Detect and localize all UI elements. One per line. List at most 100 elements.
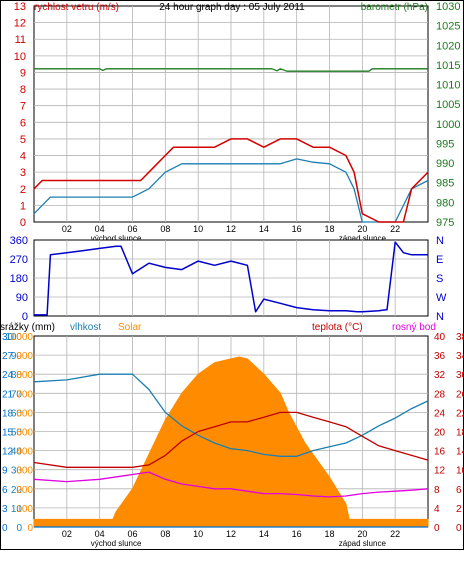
temp-y-tick-2: 0 [456,523,462,534]
rain-y-tick: 24 [2,370,14,381]
wind-y-tick: 8 [20,84,26,96]
temp-y-tick-2: 6 [456,485,462,496]
wind-average-line [33,158,429,223]
baro-y-tick: 975 [436,217,454,229]
wind-y-tick: 4 [20,151,26,163]
wind-y-tick: 2 [20,184,26,196]
env-x-tick: 06 [127,529,137,539]
humidity-y-tick: 70 [11,389,23,400]
wind-y-tick: 6 [20,117,26,129]
wind-y-tick: 9 [20,67,26,79]
baro-y-tick: 1025 [436,21,460,33]
wind-y-tick: 10 [14,51,26,63]
temp-y-tick-2: 34 [456,351,464,362]
barometer-line [34,68,428,72]
solar-y-tick: 0 [27,523,33,534]
wind-x-tick: 14 [259,224,269,234]
baro-y-tick: 1010 [436,80,460,92]
humidity-y-tick: 80 [11,370,23,381]
temp-y-tick: 36 [434,351,446,362]
temp-y-tick: 4 [434,504,440,515]
baro-y-tick: 995 [436,138,454,150]
baro-y-tick: 980 [436,197,454,209]
baro-y-tick: 990 [436,158,454,170]
temp-y-tick: 8 [434,485,440,496]
humidity-y-tick: 60 [11,408,23,419]
humidity-y-tick: 20 [11,485,23,496]
legend-dew-point: rosný bod [392,322,436,333]
baro-y-tick: 1030 [436,1,460,13]
env-x-tick: 20 [357,529,367,539]
solar-y-tick: 600 [16,408,33,419]
temp-y-tick-2: 30 [456,370,464,381]
temp-y-tick: 32 [434,370,446,381]
dir-letter: N [436,311,444,323]
temp-y-tick-2: 10 [456,466,464,477]
wind-x-tick: 02 [62,224,72,234]
wind-y-tick: 13 [14,1,26,13]
solar-y-tick: 300 [16,466,33,477]
env-sunrise-label: východ slunce [91,539,142,548]
temp-y-tick-2: 22 [456,408,464,419]
wind-sunset-label: západ slunce [339,234,387,243]
solar-y-tick: 400 [16,447,33,458]
chart-title: 24 hour graph day : 05 July 2011 [159,2,305,13]
wind-x-tick: 04 [95,224,105,234]
wind-direction-line [34,241,428,316]
rain-y-tick: 27 [2,351,14,362]
rain-y-tick: 30 [2,332,14,343]
wind-x-tick: 16 [292,224,302,234]
temp-y-tick: 40 [434,332,446,343]
baro-y-tick: 985 [436,178,454,190]
humidity-y-tick: 0 [16,523,22,534]
rain-y-tick: 0 [2,523,8,534]
dir-y-tick: 360 [10,235,28,247]
baro-y-tick: 1000 [436,119,460,131]
humidity-y-tick: 10 [11,504,23,515]
humidity-line [33,373,429,457]
temp-y-tick: 28 [434,389,446,400]
wind-y-tick: 0 [20,217,26,229]
wind-y-tick: 12 [14,18,26,30]
wind-x-tick: 22 [390,224,400,234]
dew-point-line [33,471,429,498]
wind-speed-line [33,138,429,223]
baro-y-tick: 1005 [436,99,460,111]
solar-y-tick: 1000 [11,332,34,343]
env-x-tick: 22 [390,529,400,539]
wind-x-tick: 06 [127,224,137,234]
temp-y-tick: 0 [434,523,440,534]
temp-y-tick-2: 18 [456,428,464,439]
temp-y-tick-2: 14 [456,447,464,458]
env-x-tick: 02 [62,529,72,539]
wind-x-tick: 12 [226,224,236,234]
dir-y-tick: 90 [16,292,28,304]
env-x-tick: 04 [95,529,105,539]
rain-y-tick: 3 [2,504,8,515]
legend-rain: srážky (mm) [0,322,55,333]
env-x-tick: 08 [160,529,170,539]
temp-y-tick: 20 [434,428,446,439]
dir-letter: W [436,292,447,304]
solar-y-tick: 500 [16,428,33,439]
dir-letter: S [436,273,443,285]
wind-x-tick: 08 [160,224,170,234]
wind-x-tick: 20 [357,224,367,234]
dir-letter: N [436,235,444,247]
dir-letter: E [436,254,443,266]
baro-y-tick: 1020 [436,40,460,52]
temperature-line [33,411,429,468]
baro-axis-label: barometr (hPa) [361,2,428,13]
rain-y-tick: 15 [2,428,14,439]
legend-temperature: teplota (°C) [312,322,363,333]
baro-y-tick: 1015 [436,60,460,72]
wind-y-tick: 11 [15,34,26,46]
env-x-tick: 12 [226,529,236,539]
humidity-y-tick: 40 [11,447,23,458]
wind-y-tick: 3 [20,167,26,179]
temp-y-tick: 16 [434,447,446,458]
dir-y-tick: 270 [10,254,28,266]
humidity-y-tick: 30 [11,466,23,477]
env-sunset-label: západ slunce [339,539,387,548]
